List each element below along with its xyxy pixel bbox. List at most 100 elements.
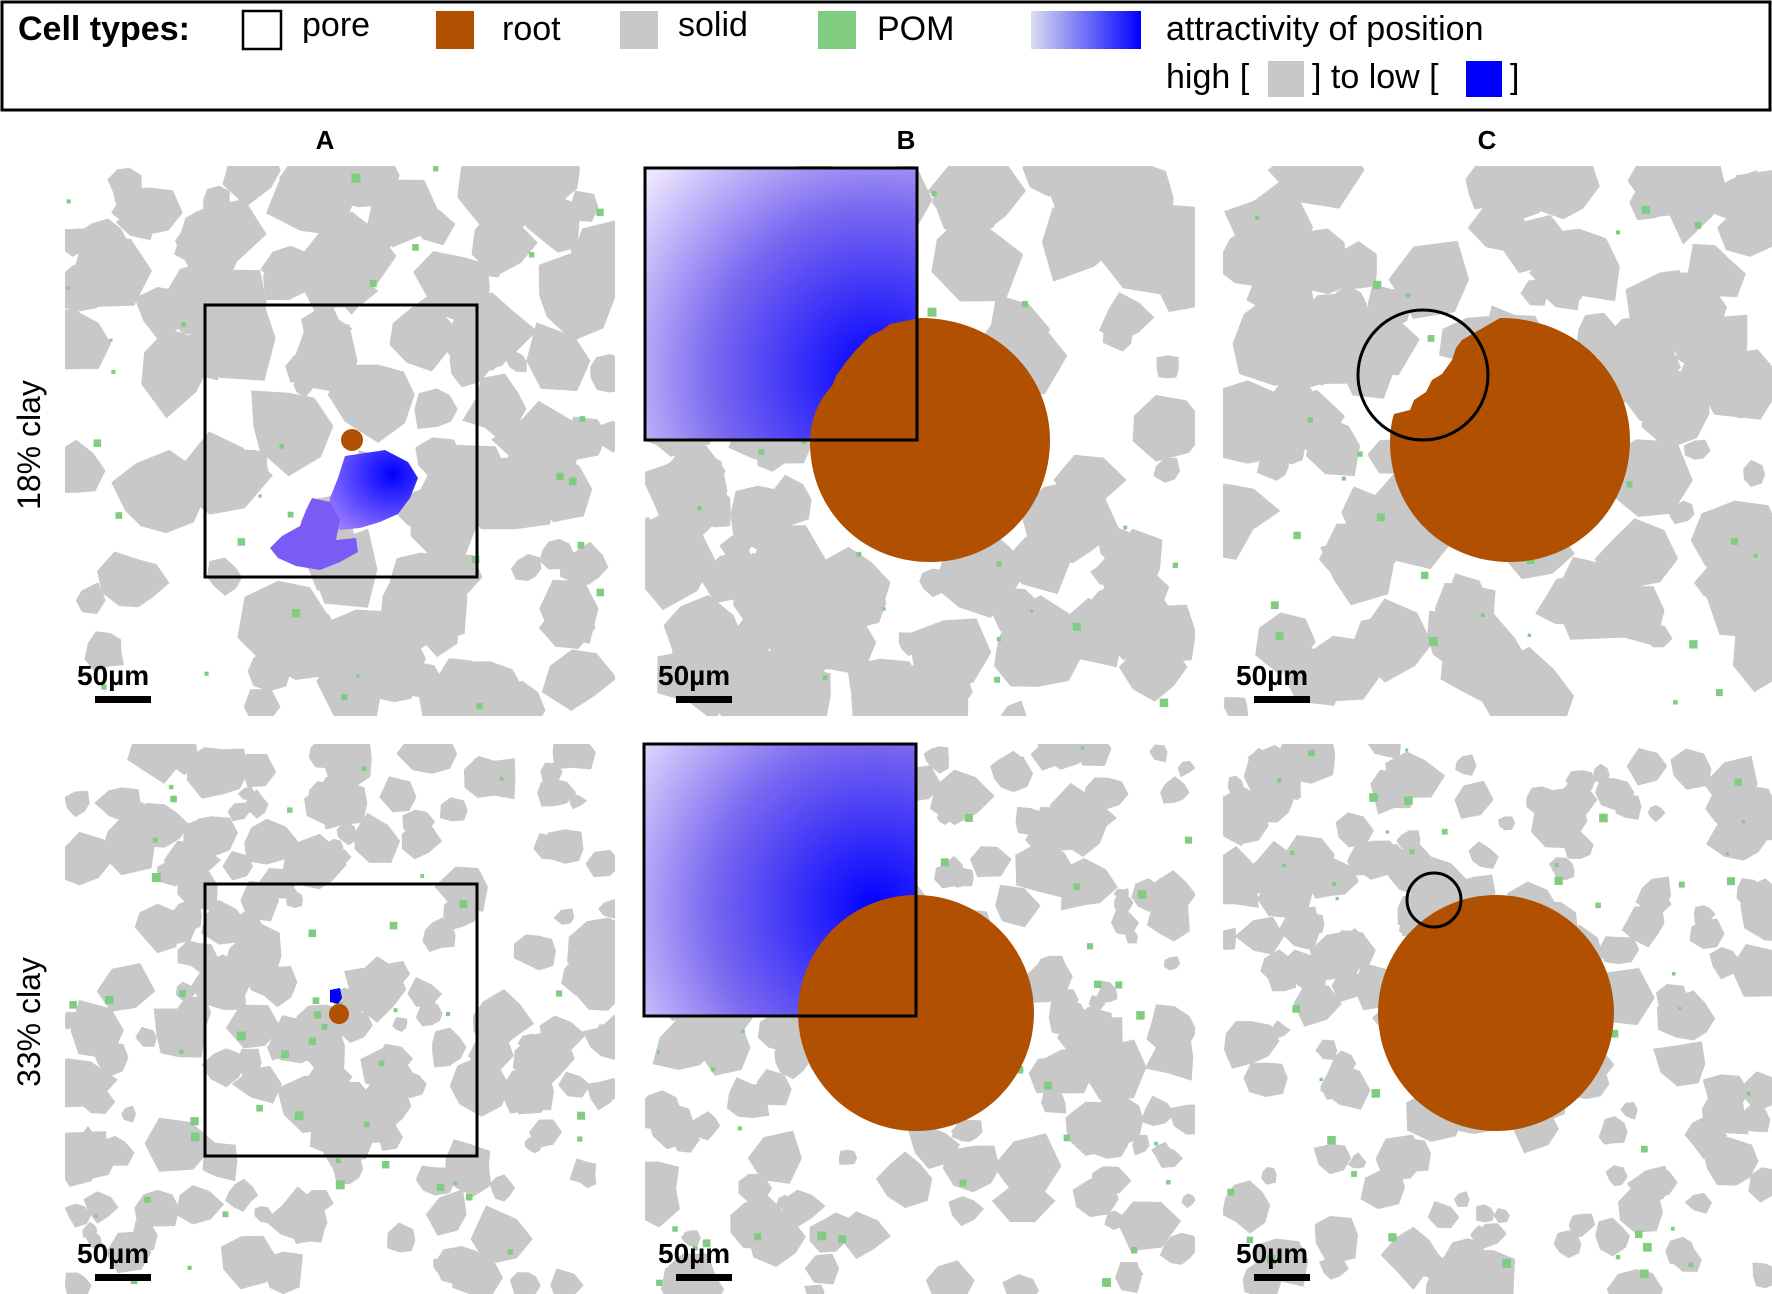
solid-particle (757, 1006, 800, 1052)
solid-particle (1598, 1116, 1628, 1145)
pom-cell (1030, 609, 1034, 613)
solid-particle (1015, 806, 1045, 836)
pom-cell (1115, 981, 1123, 989)
solid-particle (807, 546, 891, 628)
solid-particle (399, 662, 442, 698)
solid-particle (919, 568, 945, 598)
solid-particle (1159, 1232, 1195, 1265)
pom-cell (1255, 215, 1260, 220)
pom-cell (1715, 689, 1723, 696)
solid-particle (875, 1151, 933, 1208)
pom-cell (1267, 1254, 1276, 1264)
legend-swatch-solid (620, 11, 658, 49)
solid-particle (1163, 956, 1181, 971)
solid-particle (1684, 1117, 1728, 1160)
solid-particle (1140, 1095, 1176, 1126)
solid-particle (410, 493, 478, 558)
solid-particle (467, 758, 505, 796)
row-label-18-clay: 18% clay (11, 380, 47, 510)
pom-cell (856, 551, 862, 557)
solid-particle (1496, 214, 1571, 274)
solid-particle (1684, 1193, 1712, 1214)
pom-cell (1640, 1269, 1649, 1279)
attractive-region-a-18-lower (270, 498, 358, 570)
solid-particle (1131, 878, 1167, 912)
pom-cell (170, 795, 177, 803)
root-b-18 (810, 318, 1050, 562)
scale-bar-line (1254, 1274, 1310, 1281)
solid-particle (1265, 377, 1318, 445)
solid-particle (672, 1127, 700, 1153)
solid-particle (141, 328, 208, 419)
pom-cell (1172, 562, 1178, 568)
solid-particle (1088, 995, 1106, 1011)
solid-particle (697, 549, 759, 604)
legend-swatch-root (436, 11, 474, 49)
pom-cell (1021, 301, 1029, 308)
solid-particle (1223, 388, 1246, 426)
solid-particle (159, 256, 247, 337)
pom-cell (817, 1231, 827, 1241)
solid-particle (205, 1059, 229, 1082)
pom-cell (996, 637, 1001, 642)
solid-particle (1427, 1201, 1460, 1229)
solid-particle (251, 390, 334, 477)
scale-bar-label: 50µm (658, 1238, 730, 1269)
solid-particle (1335, 812, 1374, 848)
solid-particle (1680, 316, 1736, 372)
solid-particle (539, 1015, 586, 1062)
pom-cell (1678, 881, 1685, 888)
solid-particle (757, 1240, 780, 1260)
pom-cell (308, 929, 317, 938)
solid-particle (645, 1090, 681, 1130)
pom-cell (465, 1193, 473, 1201)
solid-particle (681, 1230, 701, 1247)
solid-particle (84, 631, 124, 672)
solid-particle (992, 1133, 1062, 1194)
solid-particle (65, 1058, 118, 1108)
pom-cell (393, 1008, 398, 1013)
solid-particle (65, 1012, 82, 1030)
solid-particle (452, 1256, 504, 1294)
solid-particle (1060, 858, 1118, 911)
pom-cell (1741, 820, 1745, 824)
pom-cell (1688, 1262, 1694, 1268)
solid-particle (227, 802, 251, 822)
pom-cell (556, 990, 563, 997)
solid-particle (73, 232, 152, 308)
solid-particle (1223, 697, 1249, 716)
solid-particle (1690, 500, 1772, 591)
solid-particle (558, 1071, 591, 1098)
pom-cell (237, 538, 246, 546)
pom-cell (940, 858, 949, 867)
pom-cell (754, 1233, 762, 1241)
solid-particle (1224, 1021, 1280, 1069)
solid-particle (645, 447, 728, 545)
solid-particle (281, 833, 347, 890)
solid-particle (948, 637, 988, 668)
solid-particle (590, 354, 615, 393)
pom-cell (1753, 553, 1758, 558)
solid-particle (1000, 700, 1027, 716)
pom-cell (1599, 813, 1608, 823)
solid-particle (225, 1178, 259, 1212)
solid-particle (1022, 166, 1081, 197)
legend-swatch-low (1466, 61, 1502, 97)
pom-cell (389, 921, 398, 930)
solid-particle (264, 1186, 327, 1243)
pom-cell (152, 837, 158, 843)
pom-cell (351, 173, 361, 183)
solid-particle (1244, 840, 1300, 895)
solid-particle (539, 538, 575, 570)
solid-particle (730, 1192, 785, 1250)
solid-particle (528, 1119, 563, 1149)
solid-particle (569, 190, 599, 222)
pom-cell (420, 874, 425, 878)
pom-cell (279, 444, 285, 449)
pom-cell (294, 1111, 304, 1121)
pom-cell (1131, 1247, 1138, 1254)
solid-particle (291, 1025, 345, 1077)
solid-particle (247, 655, 291, 692)
solid-particle (94, 787, 141, 821)
pom-cell (1480, 613, 1485, 618)
